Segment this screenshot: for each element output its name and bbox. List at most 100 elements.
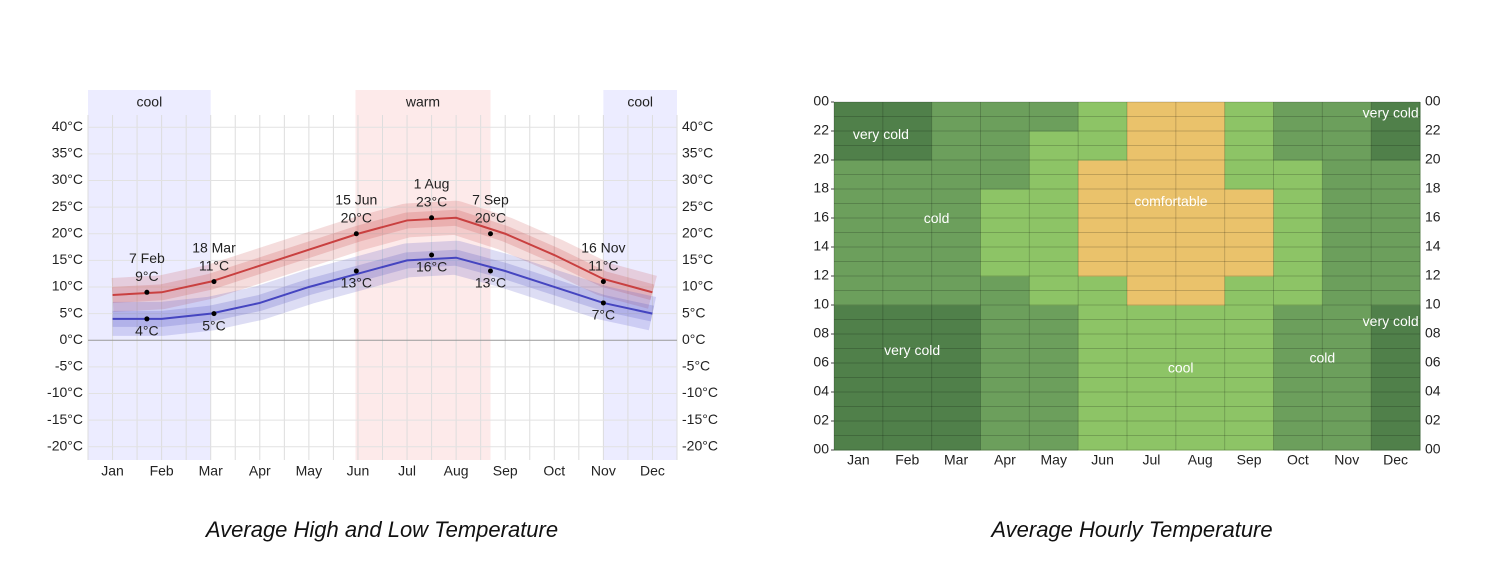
y-tick-label: 10°C xyxy=(682,278,713,294)
y-tick-label: 14 xyxy=(1425,238,1441,254)
annotation-dot xyxy=(429,252,435,258)
heat-cell xyxy=(1371,131,1421,161)
y-tick-label: 40°C xyxy=(52,118,83,134)
annotation-date: 1 Aug xyxy=(414,175,450,191)
heat-cell xyxy=(882,131,933,161)
heat-cell xyxy=(1127,131,1177,161)
heat-cell xyxy=(1224,189,1274,219)
heat-cell xyxy=(1322,363,1372,393)
heat-cell xyxy=(1224,218,1274,248)
heat-cell xyxy=(1322,421,1372,451)
y-tick-label: 00 xyxy=(813,441,829,457)
heat-cell xyxy=(1127,247,1177,277)
heat-cell xyxy=(931,305,981,335)
heat-cell xyxy=(1029,102,1079,132)
y-tick-label: 5°C xyxy=(60,304,84,320)
heat-cell xyxy=(1273,160,1323,190)
heat-cell xyxy=(980,218,1030,248)
heat-cell xyxy=(1322,392,1372,422)
heat-cell xyxy=(882,160,933,190)
heat-cell xyxy=(1127,363,1177,393)
season-label: cool xyxy=(627,94,653,110)
heat-cell xyxy=(882,102,933,132)
y-tick-label: 0°C xyxy=(682,331,706,347)
heat-cell xyxy=(1175,363,1226,393)
y-tick-label: -10°C xyxy=(682,384,718,400)
region-label: cold xyxy=(924,210,950,226)
x-tick-label: Aug xyxy=(1188,452,1213,468)
y-tick-label: 20°C xyxy=(682,224,713,240)
heat-cell xyxy=(980,160,1030,190)
heat-cell xyxy=(1078,334,1128,364)
heat-cell xyxy=(1127,305,1177,335)
y-tick-label: 22 xyxy=(813,122,829,138)
annotation-dot xyxy=(353,268,359,274)
x-tick-label: Nov xyxy=(1334,452,1359,468)
heat-cell xyxy=(1029,392,1079,422)
season-label: warm xyxy=(405,94,440,110)
heat-cell xyxy=(931,189,981,219)
heat-cell xyxy=(834,334,884,364)
heat-cell xyxy=(931,160,981,190)
series-line xyxy=(112,256,653,320)
annotation-value: 13°C xyxy=(475,275,506,291)
heat-cell xyxy=(1371,334,1421,364)
heat-cell xyxy=(834,131,884,161)
heat-cell xyxy=(1273,305,1323,335)
heat-cell xyxy=(1224,131,1274,161)
heat-cell xyxy=(882,363,933,393)
y-tick-label: 15°C xyxy=(52,251,83,267)
y-tick-label: 08 xyxy=(813,325,829,341)
heat-cell xyxy=(1078,421,1128,451)
heat-cell xyxy=(1127,276,1177,306)
y-tick-label: 40°C xyxy=(682,118,713,134)
x-tick-label: Jan xyxy=(847,452,870,468)
x-tick-label: Jun xyxy=(347,463,370,479)
heat-cell xyxy=(1029,218,1079,248)
x-tick-label: Dec xyxy=(640,463,665,479)
heat-cell xyxy=(1175,218,1226,248)
annotation-value: 16°C xyxy=(416,259,447,275)
annotation-value: 13°C xyxy=(341,275,372,291)
annotation-value: 11°C xyxy=(588,257,618,273)
heat-cell xyxy=(882,276,933,306)
heat-cell xyxy=(834,247,884,277)
heat-cell xyxy=(1078,218,1128,248)
x-tick-label: Nov xyxy=(591,463,616,479)
y-tick-label: 35°C xyxy=(682,145,713,161)
heat-cell xyxy=(1029,160,1079,190)
heat-cell xyxy=(931,392,981,422)
heat-cell xyxy=(931,247,981,277)
heat-cell xyxy=(882,189,933,219)
y-tick-label: 10 xyxy=(1425,296,1441,312)
heat-cell xyxy=(1127,392,1177,422)
heat-cell xyxy=(1175,160,1226,190)
heat-cell xyxy=(1224,392,1274,422)
x-tick-label: Apr xyxy=(994,452,1016,468)
heat-cell xyxy=(1371,247,1421,277)
heat-cell xyxy=(1371,102,1421,132)
heat-cell xyxy=(834,218,884,248)
x-tick-label: Apr xyxy=(249,463,271,479)
heat-cell xyxy=(1224,421,1274,451)
heat-cell xyxy=(1273,131,1323,161)
region-label: comfortable xyxy=(1134,193,1207,209)
heat-cell xyxy=(1175,276,1226,306)
heat-cell xyxy=(980,392,1030,422)
y-tick-label: 00 xyxy=(1425,441,1441,457)
y-tick-label: 20 xyxy=(1425,151,1441,167)
x-tick-label: Oct xyxy=(543,463,565,479)
y-tick-label: 20°C xyxy=(52,224,83,240)
heat-cell xyxy=(980,363,1030,393)
annotation-date: 15 Jun xyxy=(335,191,377,207)
heat-cell xyxy=(931,218,981,248)
heat-cell xyxy=(1078,305,1128,335)
x-tick-label: Sep xyxy=(1237,452,1262,468)
heat-cell xyxy=(980,305,1030,335)
y-tick-label: -20°C xyxy=(682,437,718,453)
heat-cell xyxy=(1029,247,1079,277)
x-tick-label: May xyxy=(1041,452,1067,468)
chart-title: Average Hourly Temperature xyxy=(989,517,1272,542)
y-tick-label: 25°C xyxy=(52,198,83,214)
annotation-dot xyxy=(487,231,493,237)
